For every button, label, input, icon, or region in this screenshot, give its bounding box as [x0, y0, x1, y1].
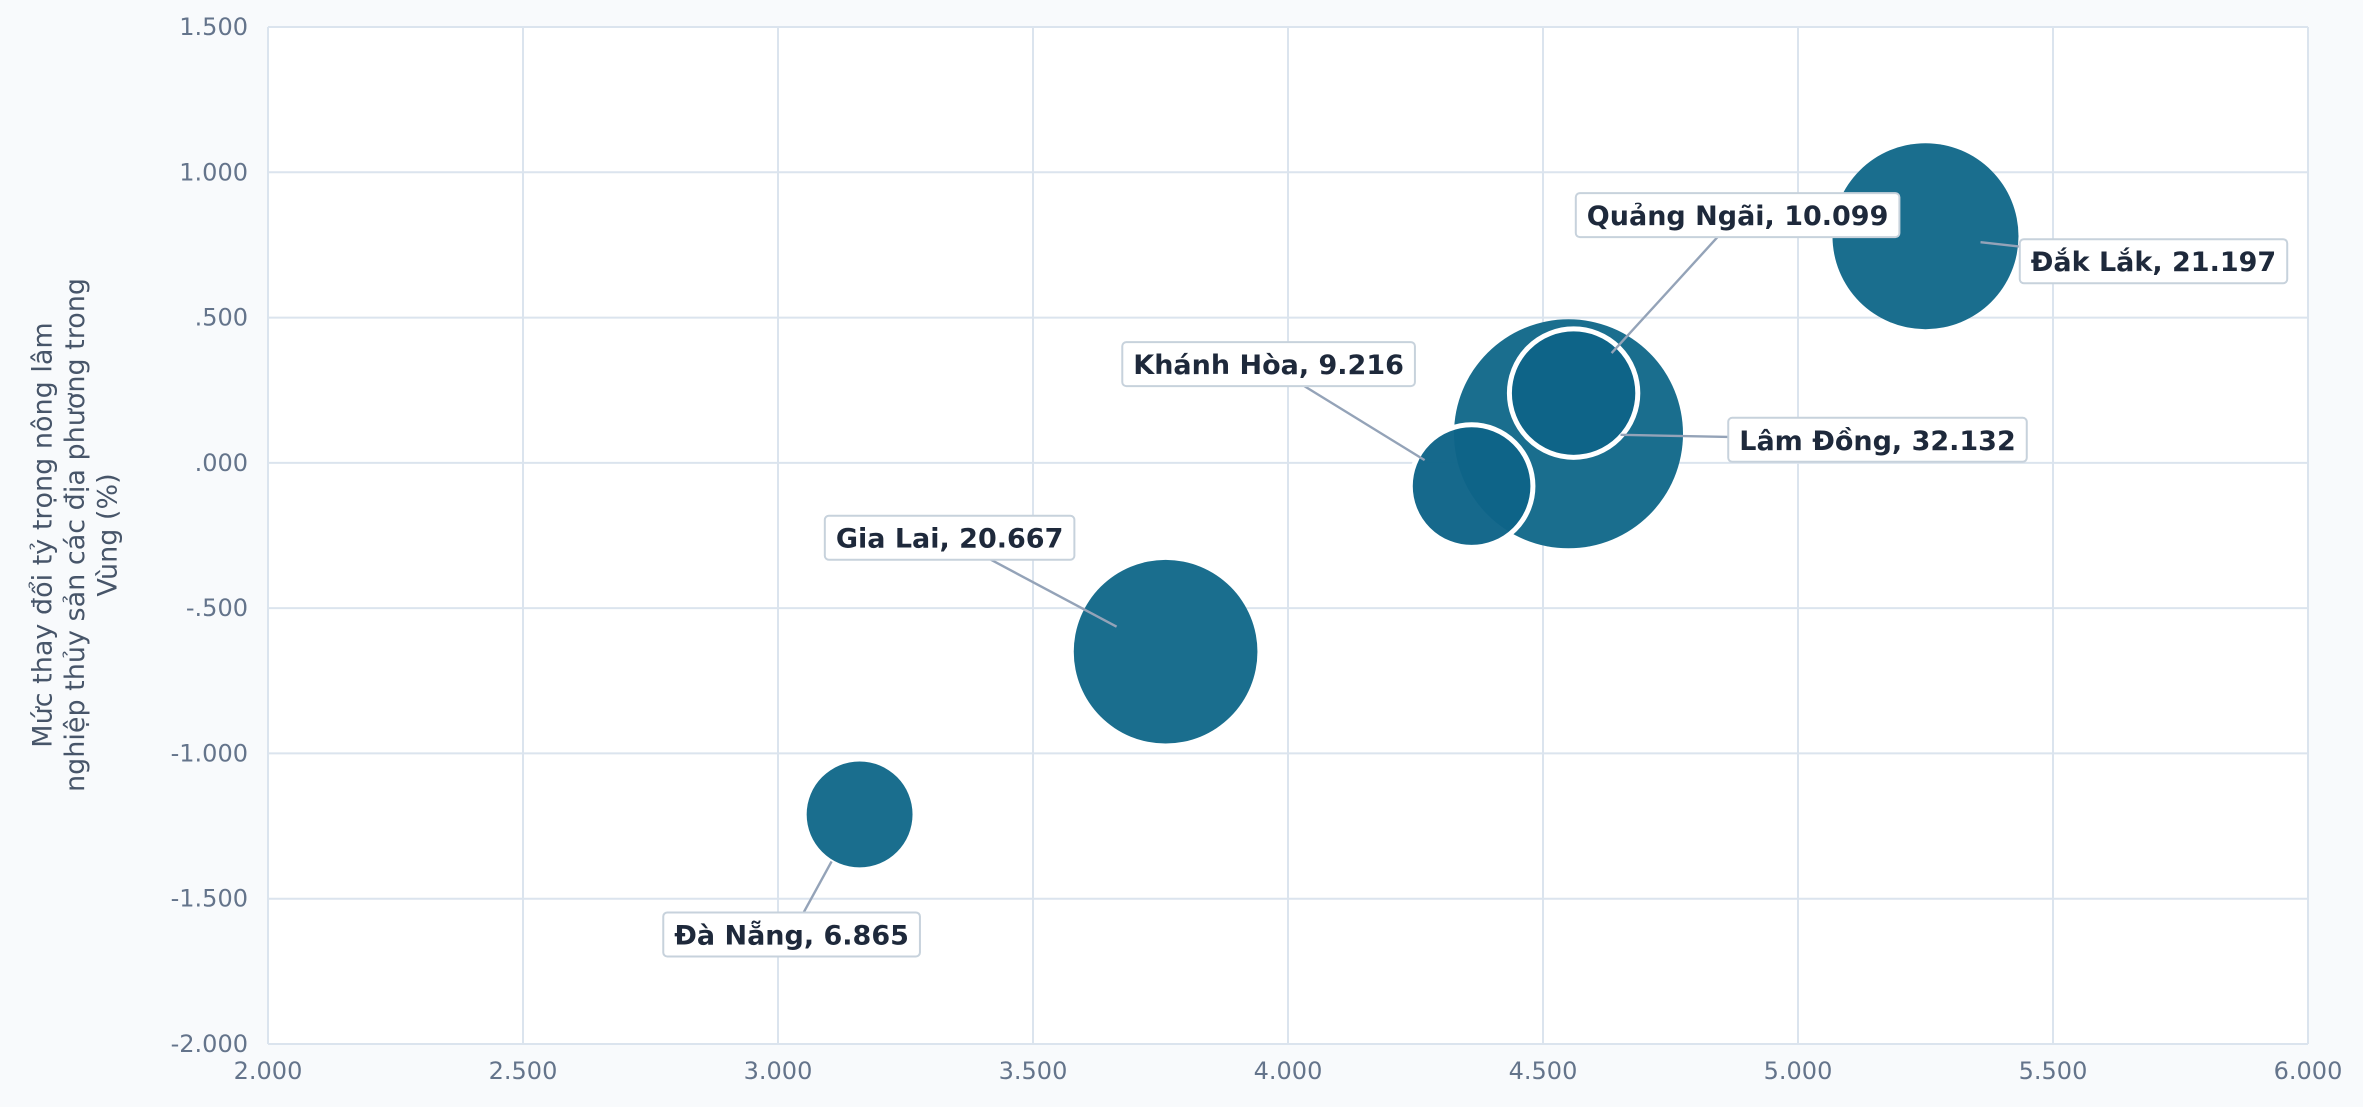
x-tick-label: 5.000	[1764, 1057, 1833, 1085]
label-box-1	[823, 514, 1076, 561]
bubble-label-text-3: Khánh Hòa, 9.216	[1133, 350, 1404, 381]
y-tick-label: 1.500	[179, 13, 248, 41]
y-tick-label: .000	[195, 449, 248, 477]
x-tick-label: 6.000	[2274, 1057, 2343, 1085]
y-tick-label: -2.000	[171, 1030, 248, 1058]
y-tick-label: -.500	[186, 594, 248, 622]
leader-line-1	[990, 558, 1118, 628]
grid-lines	[267, 26, 2309, 1045]
x-tick-label: 4.500	[1509, 1057, 1578, 1085]
bubble-label-2: Lâm Đồng, 32.132	[1620, 416, 2028, 463]
bubble-label-text-2: Lâm Đồng, 32.132	[1739, 426, 2016, 457]
bubble-5	[1832, 143, 2019, 330]
bubble-label-text-1: Gia Lai, 20.667	[836, 524, 1064, 555]
y-tick-label: -1.500	[171, 885, 248, 913]
y-tick-label: .500	[195, 304, 248, 332]
bubble-4	[1506, 326, 1641, 460]
bubble-label-text-0: Đà Nẵng, 6.865	[674, 919, 909, 951]
bubble-label-5: Đắk Lắk, 21.197	[1980, 238, 2289, 285]
x-tick-label: 4.000	[1254, 1057, 1323, 1085]
label-box-0	[662, 911, 921, 958]
leader-line-2	[1620, 433, 1729, 439]
bubble-label-1: Gia Lai, 20.667	[823, 514, 1118, 628]
y-tick-label: -1.000	[171, 739, 248, 767]
y-tick-label: 1.000	[179, 158, 248, 186]
bubble-label-text-5: Đắk Lắk, 21.197	[2031, 247, 2276, 278]
bubble-label-3: Khánh Hòa, 9.216	[1121, 341, 1426, 462]
y-axis-ticks: -2.000 -1.500 -1.000 -.500 .000 .500 1.000 1.50…	[171, 13, 248, 1058]
leader-line-5	[1980, 241, 2020, 248]
x-tick-label: 2.000	[234, 1057, 303, 1085]
bubble-3	[1407, 422, 1536, 550]
bubble-label-4: Quảng Ngãi, 10.099	[1574, 192, 1901, 354]
label-box-2	[1727, 416, 2028, 463]
bubble-label-text-4: Quảng Ngãi, 10.099	[1587, 201, 1889, 232]
bubble-label-0: Đà Nẵng, 6.865	[662, 860, 921, 958]
bubble-0	[806, 761, 913, 868]
x-tick-label: 3.500	[999, 1057, 1068, 1085]
bubbles	[806, 143, 2019, 868]
leader-line-3	[1303, 385, 1426, 462]
leader-line-0	[802, 860, 833, 914]
label-box-4	[1574, 192, 1901, 239]
x-tick-label: 2.500	[489, 1057, 558, 1085]
y-axis-label: Mức thay đổi tỷ trọng nông lâmnghiệp thủ…	[28, 278, 124, 792]
bubble-1	[1073, 559, 1258, 744]
x-tick-label: 3.000	[744, 1057, 813, 1085]
x-tick-label: 5.500	[2019, 1057, 2088, 1085]
x-axis-ticks: 2.000 2.500 3.000 3.500 4.000 4.500 5.000 5.500…	[234, 1057, 2343, 1085]
bubble-labels: Đà Nẵng, 6.865 Gia Lai, 20.667 Lâm Đồng, 3…	[662, 192, 2289, 958]
leader-line-4	[1610, 236, 1719, 354]
label-box-5	[2018, 238, 2289, 285]
label-box-3	[1121, 341, 1416, 388]
